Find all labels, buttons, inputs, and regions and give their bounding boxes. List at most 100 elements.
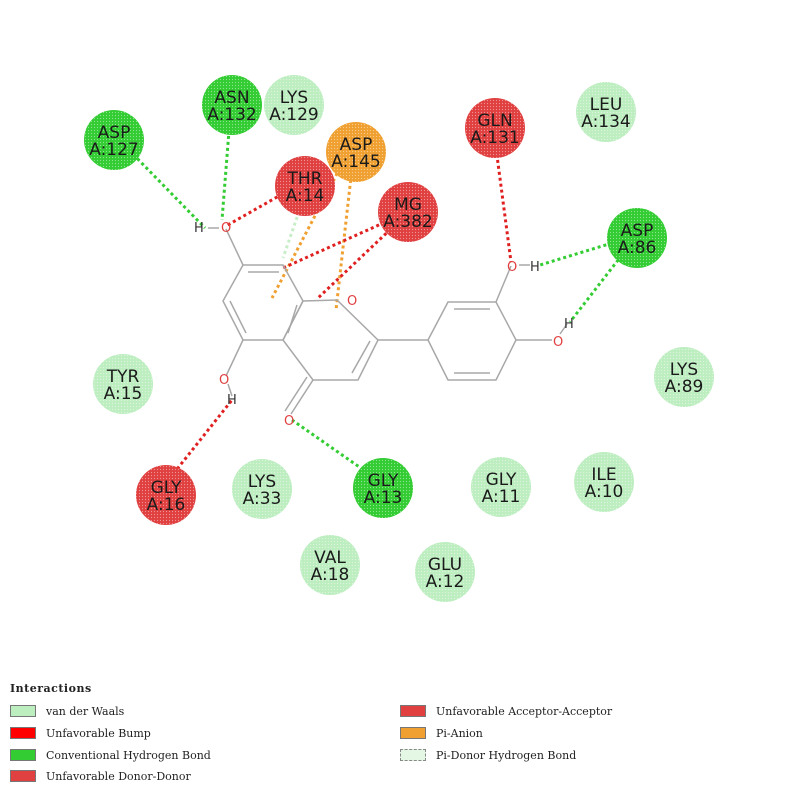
residue-texture bbox=[576, 82, 636, 142]
hbond-line-asp86-2 bbox=[568, 254, 624, 323]
residue-texture bbox=[465, 98, 525, 158]
legend-label: van der Waals bbox=[46, 704, 125, 718]
residue-number: A:13 bbox=[364, 488, 403, 508]
residue-texture bbox=[264, 75, 324, 135]
residue-name: GLU bbox=[428, 555, 462, 575]
residue-name: ILE bbox=[591, 465, 616, 485]
residue-name: ASP bbox=[621, 221, 654, 241]
hydrogen-atom-label: H bbox=[194, 221, 204, 236]
legend-item-pi-anion: Pi-Anion bbox=[400, 725, 483, 741]
residue-texture bbox=[378, 182, 438, 242]
legend-swatch bbox=[10, 727, 36, 739]
residue-texture bbox=[202, 75, 262, 135]
residue-number: A:89 bbox=[665, 377, 704, 397]
atom-labels: O H O H O O O H O H bbox=[194, 221, 574, 429]
residue-number: A:14 bbox=[286, 186, 325, 206]
residue-name: LYS bbox=[280, 88, 308, 108]
legend-item-unfavorable-acceptor-acceptor: Unfavorable Acceptor-Acceptor bbox=[400, 703, 612, 719]
residue-name: ASN bbox=[214, 88, 249, 108]
oxygen-atom-label: O bbox=[219, 373, 229, 388]
unfav-line-gln131 bbox=[494, 147, 513, 263]
residue-number: A:16 bbox=[147, 495, 186, 515]
residue-texture bbox=[574, 452, 634, 512]
residue-number: A:132 bbox=[207, 105, 257, 125]
legend-label: Unfavorable Bump bbox=[46, 726, 151, 740]
ligand-structure bbox=[208, 227, 568, 415]
hbond-line-asn132 bbox=[220, 117, 232, 221]
legend-item-unfavorable-bump: Unfavorable Bump bbox=[10, 725, 151, 741]
legend-label: Conventional Hydrogen Bond bbox=[46, 748, 211, 762]
oxygen-atom-label: O bbox=[553, 335, 563, 350]
ring-b bbox=[427, 301, 517, 381]
oxygen-atom-label: O bbox=[507, 260, 517, 275]
unfav-line-mg382-2 bbox=[282, 218, 391, 270]
legend-swatch bbox=[400, 749, 426, 761]
residue-texture bbox=[84, 110, 144, 170]
legend-label: Pi-Anion bbox=[436, 726, 483, 740]
residue-texture bbox=[326, 122, 386, 182]
residue-name: GLN bbox=[477, 111, 512, 131]
residue-texture bbox=[353, 458, 413, 518]
residue-texture bbox=[136, 465, 196, 525]
residue-number: A:10 bbox=[585, 482, 624, 502]
residue-name: MG bbox=[394, 195, 422, 215]
hydrogen-atom-label: H bbox=[564, 317, 574, 332]
legend-swatch bbox=[400, 705, 426, 717]
residue-name: LYS bbox=[670, 360, 698, 380]
residue-name: LEU bbox=[590, 95, 623, 115]
residue-texture bbox=[93, 354, 153, 414]
residue-number: A:15 bbox=[104, 384, 143, 404]
residue-name: TYR bbox=[106, 367, 140, 387]
residue-number: A:131 bbox=[470, 128, 520, 148]
residue-name: VAL bbox=[314, 548, 346, 568]
legend-title: Interactions bbox=[10, 682, 92, 695]
residue-number: A:12 bbox=[426, 572, 465, 592]
legend-item-vdw: van der Waals bbox=[10, 703, 124, 719]
legend-swatch bbox=[400, 727, 426, 739]
residue-number: A:127 bbox=[89, 140, 139, 160]
legend-item-conventional-hbond: Conventional Hydrogen Bond bbox=[10, 747, 211, 763]
residue-number: A:33 bbox=[243, 489, 282, 509]
legend-item-pi-donor-hbond: Pi-Donor Hydrogen Bond bbox=[400, 747, 576, 763]
legend-swatch bbox=[10, 770, 36, 782]
residue-name: GLY bbox=[486, 470, 517, 490]
residue-number: A:382 bbox=[383, 212, 433, 232]
residue-name: ASP bbox=[98, 123, 131, 143]
residue-texture bbox=[607, 208, 667, 268]
interaction-legend: Interactions van der Waals Unfavorable B… bbox=[10, 682, 790, 792]
residue-texture bbox=[415, 542, 475, 602]
hydrogen-atom-label: H bbox=[227, 393, 237, 408]
legend-label: Unfavorable Acceptor-Acceptor bbox=[436, 704, 613, 718]
residue-texture bbox=[471, 457, 531, 517]
residue-number: A:134 bbox=[581, 112, 631, 132]
residue-number: A:129 bbox=[269, 105, 319, 125]
oxygen-atom-label: O bbox=[221, 221, 231, 236]
residue-number: A:86 bbox=[618, 238, 657, 258]
hydrogen-atom-label: H bbox=[530, 260, 540, 275]
legend-label: Unfavorable Donor-Donor bbox=[46, 769, 191, 783]
residue-name: LYS bbox=[248, 472, 276, 492]
legend-swatch bbox=[10, 749, 36, 761]
residue-number: A:145 bbox=[331, 152, 381, 172]
oxygen-atom-label: O bbox=[347, 294, 357, 309]
residue-number: A:11 bbox=[482, 487, 521, 507]
residue-name: ASP bbox=[340, 135, 373, 155]
hbond-line-asp86-1 bbox=[539, 241, 613, 267]
residue-name: THR bbox=[287, 169, 323, 189]
legend-label: Pi-Donor Hydrogen Bond bbox=[436, 748, 577, 762]
